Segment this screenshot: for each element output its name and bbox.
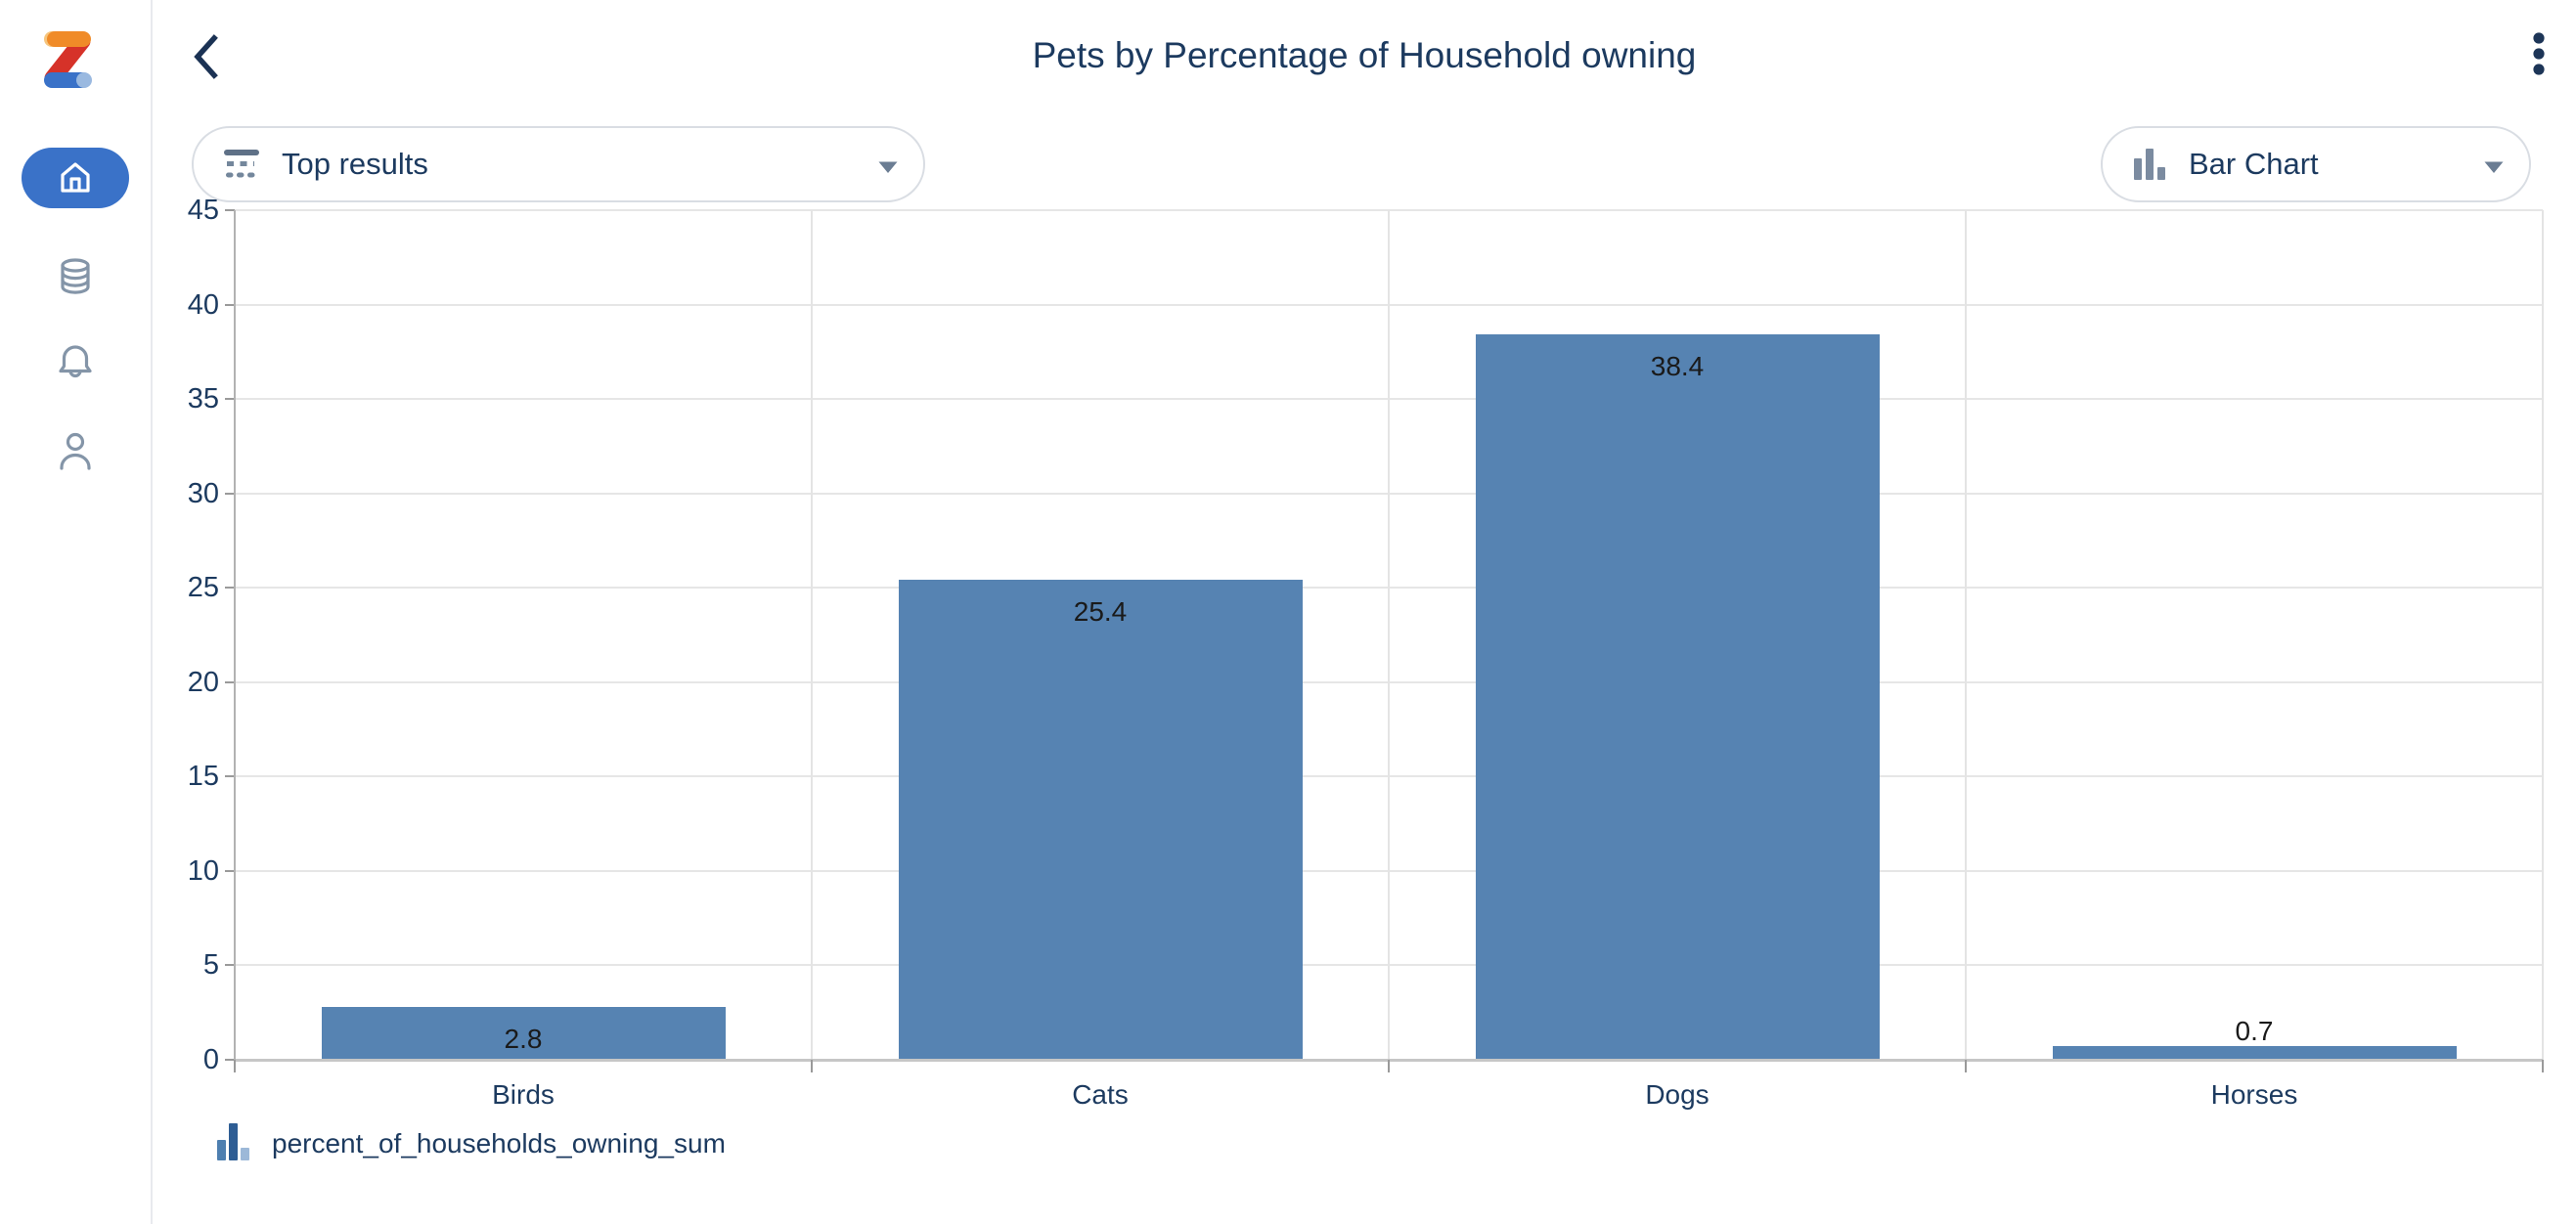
- sidebar: [0, 0, 153, 1224]
- gridline-vertical: [811, 210, 813, 1060]
- gridline-horizontal: [235, 587, 2543, 590]
- results-dropdown-label: Top results: [282, 147, 428, 181]
- x-axis-category-label: Dogs: [1645, 1079, 1710, 1110]
- sidebar-item-data[interactable]: [22, 246, 129, 307]
- y-axis-label: 0: [202, 1044, 219, 1075]
- bell-icon: [59, 345, 92, 378]
- y-axis-tick: [225, 964, 235, 967]
- x-axis-category-label: Horses: [2210, 1079, 2298, 1110]
- gridline-horizontal: [235, 964, 2543, 967]
- back-button[interactable]: [182, 29, 229, 84]
- y-axis-tick: [225, 209, 235, 211]
- x-axis-tick: [1965, 1060, 1967, 1072]
- bar-horses[interactable]: [2052, 1046, 2457, 1060]
- bar-cats[interactable]: [898, 580, 1303, 1060]
- chevron-down-icon: [878, 161, 898, 173]
- gridline-vertical: [1965, 210, 1967, 1060]
- chart-type-dropdown[interactable]: Bar Chart: [2101, 126, 2531, 202]
- chevron-left-icon: [194, 34, 218, 79]
- y-axis-label: 20: [187, 666, 219, 698]
- x-axis-category-label: Birds: [492, 1079, 555, 1110]
- gridline-horizontal: [235, 303, 2543, 306]
- y-axis-tick: [225, 869, 235, 872]
- kebab-menu-button[interactable]: [2515, 23, 2562, 86]
- y-axis-line: [234, 210, 236, 1072]
- sidebar-item-home[interactable]: [22, 148, 129, 208]
- y-axis-tick: [225, 398, 235, 401]
- y-axis-tick: [225, 1059, 235, 1061]
- y-axis-tick: [225, 775, 235, 778]
- x-axis-tick: [234, 1060, 236, 1072]
- y-axis-tick: [225, 680, 235, 683]
- gridline-horizontal: [235, 680, 2543, 683]
- gridline-horizontal: [235, 398, 2543, 401]
- sidebar-item-notifications[interactable]: [22, 332, 129, 393]
- bar-value-label: 0.7: [2235, 1016, 2274, 1047]
- chevron-down-icon: [2484, 161, 2504, 173]
- home-icon: [61, 162, 90, 193]
- legend-bar-chart-icon: [217, 1123, 249, 1160]
- gridline-horizontal: [235, 775, 2543, 778]
- y-axis-label: 45: [187, 195, 219, 226]
- gridline-horizontal: [235, 869, 2543, 872]
- gridline-horizontal: [235, 209, 2543, 211]
- person-icon: [60, 432, 91, 470]
- x-axis-tick: [1388, 1060, 1390, 1072]
- x-axis-category-label: Cats: [1072, 1079, 1129, 1110]
- y-axis-label: 40: [187, 288, 219, 321]
- chart-type-dropdown-label: Bar Chart: [2189, 147, 2319, 181]
- gridline-vertical: [1388, 210, 1390, 1060]
- legend-item[interactable]: percent_of_households_owning_sum: [215, 1122, 726, 1161]
- y-axis-label: 5: [202, 949, 219, 982]
- bar-dogs[interactable]: [1475, 334, 1880, 1060]
- bar-chart-icon: [2134, 149, 2165, 180]
- x-axis-tick: [811, 1060, 813, 1072]
- y-axis-tick: [225, 587, 235, 590]
- results-dropdown[interactable]: Top results: [192, 126, 925, 202]
- legend-label: percent_of_households_owning_sum: [272, 1128, 726, 1158]
- database-icon: [61, 258, 90, 294]
- y-axis-tick: [225, 303, 235, 306]
- y-axis-label: 30: [187, 477, 219, 509]
- x-axis-tick: [2542, 1060, 2544, 1072]
- y-axis-label: 35: [187, 383, 219, 415]
- zing-logo[interactable]: [42, 27, 93, 92]
- sidebar-item-profile[interactable]: [22, 420, 129, 481]
- gridline-horizontal: [235, 492, 2543, 495]
- y-axis-tick: [225, 492, 235, 495]
- filter-icon: [224, 150, 259, 178]
- page-title: Pets by Percentage of Household owning: [1032, 35, 1697, 75]
- bar-birds[interactable]: [321, 1006, 726, 1060]
- y-axis-label: 10: [187, 854, 219, 887]
- y-axis-label: 15: [187, 761, 219, 793]
- zing-logo-icon: [44, 31, 92, 88]
- kebab-menu-icon: [2533, 32, 2545, 75]
- y-axis-label: 25: [187, 572, 219, 604]
- gridline-vertical: [2542, 210, 2544, 1060]
